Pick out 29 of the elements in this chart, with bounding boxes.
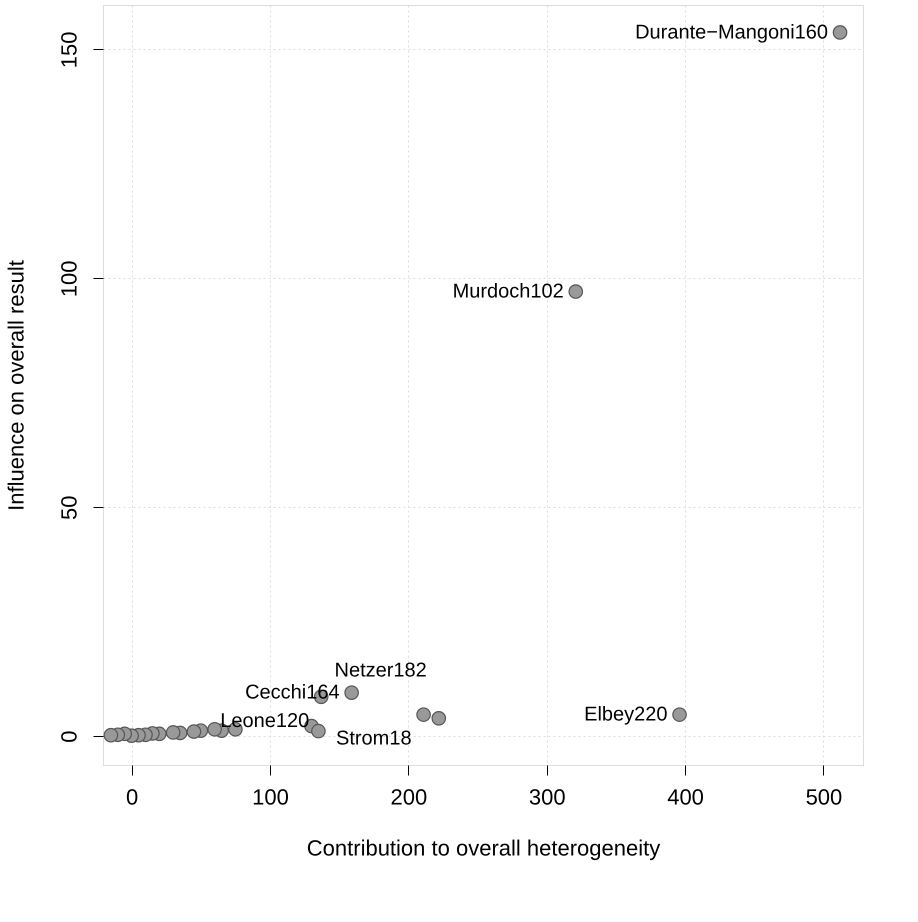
x-axis-title: Contribution to overall heterogeneity: [306, 836, 660, 860]
x-tick-label: 100: [252, 784, 289, 810]
y-tick-label: 0: [56, 730, 82, 743]
annotation: Leone120: [220, 710, 310, 732]
x-tick-label: 400: [667, 784, 704, 810]
point: [186, 724, 202, 739]
annotation: Elbey220: [584, 704, 668, 726]
x-tick-label: 500: [806, 784, 842, 810]
point: [104, 728, 118, 743]
y-tick-label: 100: [56, 260, 82, 298]
annotation: Strom18: [336, 728, 412, 750]
point: [832, 25, 848, 40]
point: [311, 724, 326, 738]
point: [416, 707, 431, 722]
x-tick-label: 200: [390, 784, 428, 810]
point: [207, 722, 222, 737]
point: [344, 685, 359, 700]
y-axis-title: Influence on overall result: [4, 260, 28, 511]
annotation: Durante−Mangoni160: [635, 21, 828, 44]
y-tick-label: 50: [56, 496, 82, 520]
point: [166, 725, 180, 740]
point: [431, 711, 446, 726]
annotation: Netzer182: [334, 659, 427, 682]
annotation: Murdoch102: [452, 280, 564, 303]
point: [568, 284, 584, 299]
x-tick-label: 300: [528, 784, 566, 810]
x-tick-label: 0: [126, 784, 138, 810]
y-tick-label: 150: [56, 32, 82, 68]
point: [672, 707, 687, 722]
